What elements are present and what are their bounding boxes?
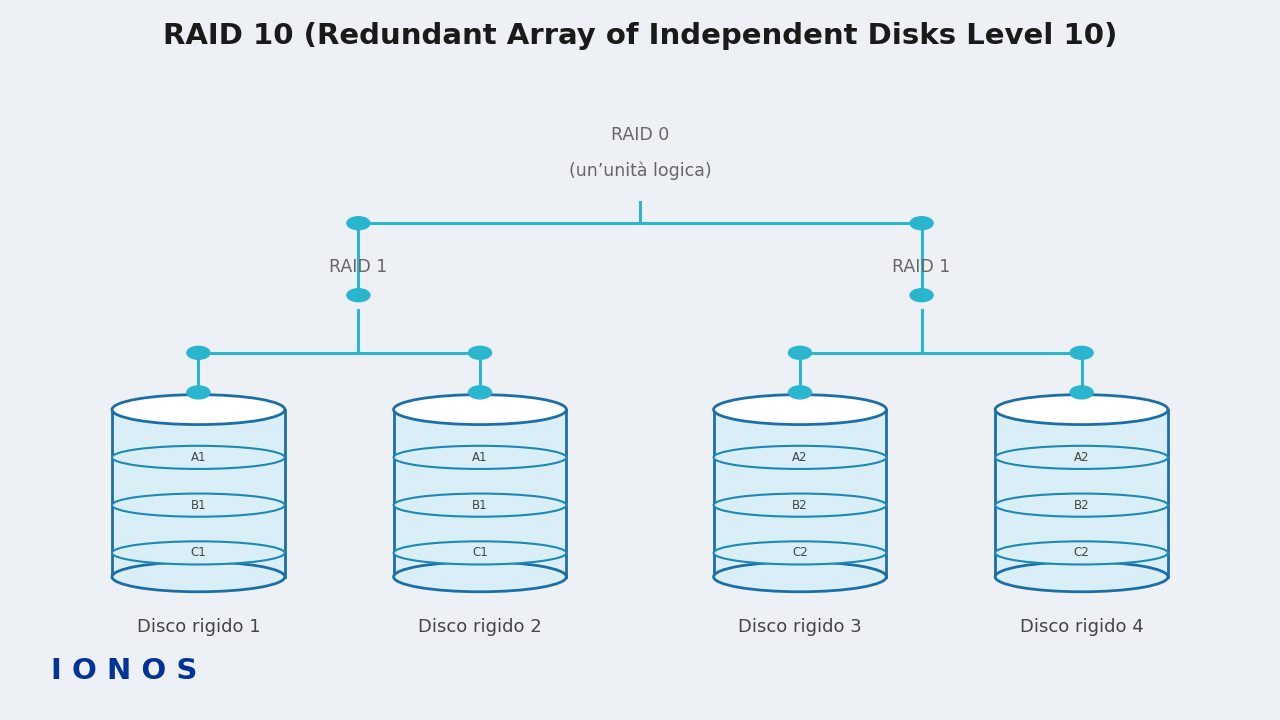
Ellipse shape [113,446,285,469]
Circle shape [788,346,812,359]
Circle shape [347,289,370,302]
Ellipse shape [394,446,566,469]
Ellipse shape [394,541,566,564]
Polygon shape [714,410,886,577]
Text: B1: B1 [472,499,488,512]
Text: Disco rigido 3: Disco rigido 3 [739,618,861,636]
Ellipse shape [113,562,285,592]
Circle shape [1070,346,1093,359]
Ellipse shape [996,494,1169,517]
Circle shape [187,346,210,359]
Ellipse shape [714,541,886,564]
Circle shape [187,386,210,399]
Circle shape [1070,386,1093,399]
Ellipse shape [996,395,1169,425]
Polygon shape [996,410,1169,577]
Ellipse shape [996,541,1169,564]
Text: RAID 1: RAID 1 [329,258,388,276]
Circle shape [910,289,933,302]
Ellipse shape [996,562,1169,592]
Circle shape [788,386,812,399]
Circle shape [910,217,933,230]
Circle shape [468,386,492,399]
Polygon shape [394,410,566,577]
Text: (un’unità logica): (un’unità logica) [568,162,712,181]
Text: A2: A2 [792,451,808,464]
Text: C2: C2 [1074,546,1089,559]
Text: B1: B1 [191,499,206,512]
Text: RAID 0: RAID 0 [611,126,669,144]
Ellipse shape [113,541,285,564]
Text: B2: B2 [1074,499,1089,512]
Text: C2: C2 [792,546,808,559]
Text: C1: C1 [191,546,206,559]
Text: C1: C1 [472,546,488,559]
Ellipse shape [714,395,886,425]
Ellipse shape [394,562,566,592]
Ellipse shape [714,494,886,517]
Circle shape [347,217,370,230]
Ellipse shape [394,494,566,517]
Text: A2: A2 [1074,451,1089,464]
Text: Disco rigido 2: Disco rigido 2 [419,618,541,636]
Polygon shape [113,410,285,577]
Text: RAID 1: RAID 1 [892,258,951,276]
Ellipse shape [394,395,566,425]
Ellipse shape [113,395,285,425]
Text: RAID 10 (Redundant Array of Independent Disks Level 10): RAID 10 (Redundant Array of Independent … [163,22,1117,50]
Circle shape [468,346,492,359]
Ellipse shape [714,562,886,592]
Text: A1: A1 [191,451,206,464]
Text: I O N O S: I O N O S [51,657,197,685]
Text: Disco rigido 1: Disco rigido 1 [137,618,260,636]
Text: Disco rigido 4: Disco rigido 4 [1020,618,1143,636]
Ellipse shape [714,446,886,469]
Text: B2: B2 [792,499,808,512]
Ellipse shape [996,446,1169,469]
Ellipse shape [113,494,285,517]
Text: A1: A1 [472,451,488,464]
